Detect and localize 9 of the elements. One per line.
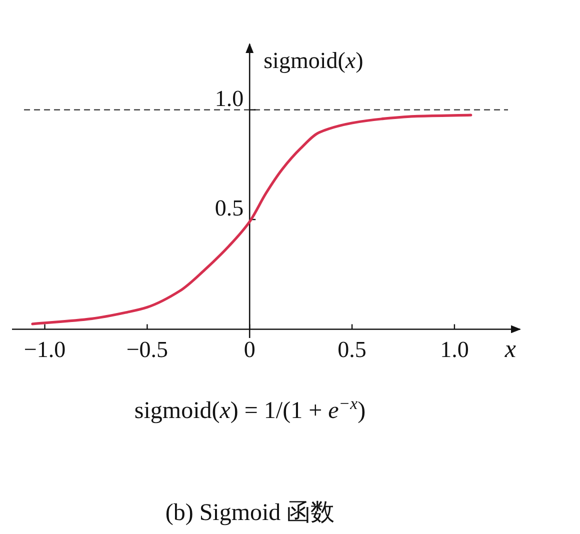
text: (b) Sigmoid 函数 xyxy=(165,500,335,526)
x-tick-label: −0.5 xyxy=(126,337,168,362)
text: sigmoid(x) = 1/(1 + e$^{−x}$) xyxy=(134,394,366,424)
x-axis-title: x xyxy=(504,336,516,364)
y-axis-title: sigmoid(x) xyxy=(264,48,364,73)
x-tick-label: 0 xyxy=(244,337,256,362)
x-tick-label: 0.5 xyxy=(338,337,366,362)
x-tick-label: 1.0 xyxy=(440,337,469,362)
x-tick-label: −1.0 xyxy=(24,337,66,362)
